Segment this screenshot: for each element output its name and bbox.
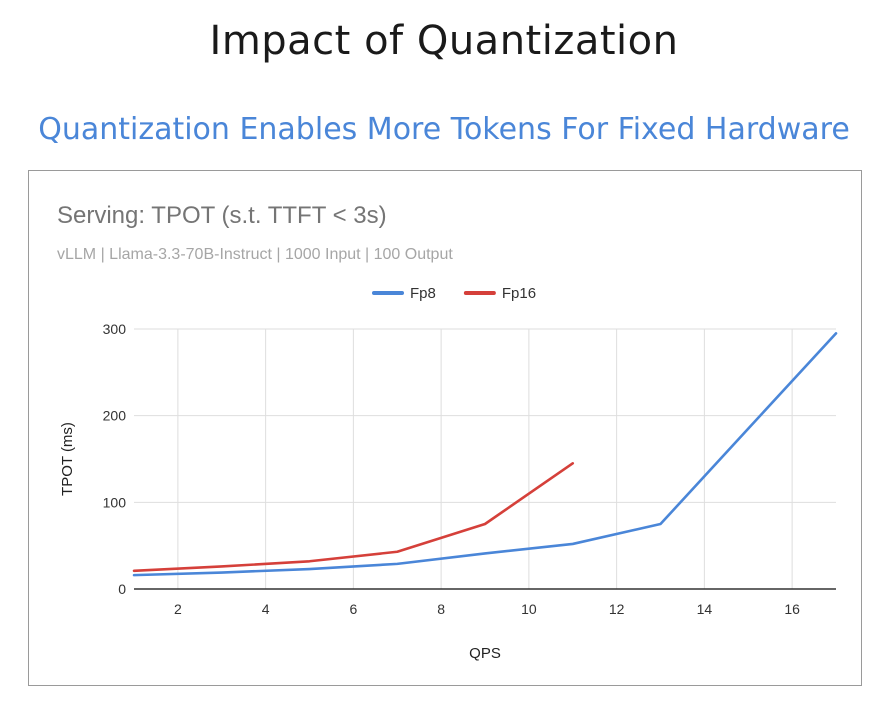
- slide-subtitle: Quantization Enables More Tokens For Fix…: [38, 112, 850, 147]
- chart-title: Serving: TPOT (s.t. TTFT < 3s): [57, 202, 387, 229]
- y-tick-label: 200: [103, 408, 127, 424]
- x-tick-label: 10: [521, 601, 537, 617]
- chart-subtitle: vLLM | Llama-3.3-70B-Instruct | 1000 Inp…: [57, 246, 453, 263]
- y-tick-label: 300: [103, 321, 127, 337]
- tick-labels: 2 4 6 8 10 12 14 16 0 100 200 300: [103, 321, 800, 617]
- x-axis-title: QPS: [469, 645, 501, 662]
- x-tick-label: 16: [784, 601, 800, 617]
- legend: Fp8 Fp16: [372, 285, 536, 302]
- x-tick-label: 12: [609, 601, 625, 617]
- series-lines: [132, 332, 838, 577]
- y-axis-title: TPOT (ms): [59, 422, 76, 496]
- x-tick-label: 6: [349, 601, 357, 617]
- chart-frame: Serving: TPOT (s.t. TTFT < 3s) vLLM | Ll…: [28, 170, 862, 686]
- y-tick-label: 0: [118, 581, 126, 597]
- legend-label-fp16: Fp16: [502, 285, 536, 302]
- y-tick-label: 100: [103, 494, 127, 510]
- slide-title: Impact of Quantization: [209, 18, 679, 64]
- series-line-fp16: [132, 462, 575, 573]
- x-tick-label: 2: [174, 601, 182, 617]
- legend-label-fp8: Fp8: [410, 285, 436, 302]
- line-chart: Serving: TPOT (s.t. TTFT < 3s) vLLM | Ll…: [57, 202, 838, 662]
- series-line-fp8: [132, 332, 838, 577]
- x-tick-label: 14: [697, 601, 713, 617]
- x-tick-label: 4: [262, 601, 270, 617]
- x-tick-label: 8: [437, 601, 445, 617]
- gridlines: [134, 328, 836, 589]
